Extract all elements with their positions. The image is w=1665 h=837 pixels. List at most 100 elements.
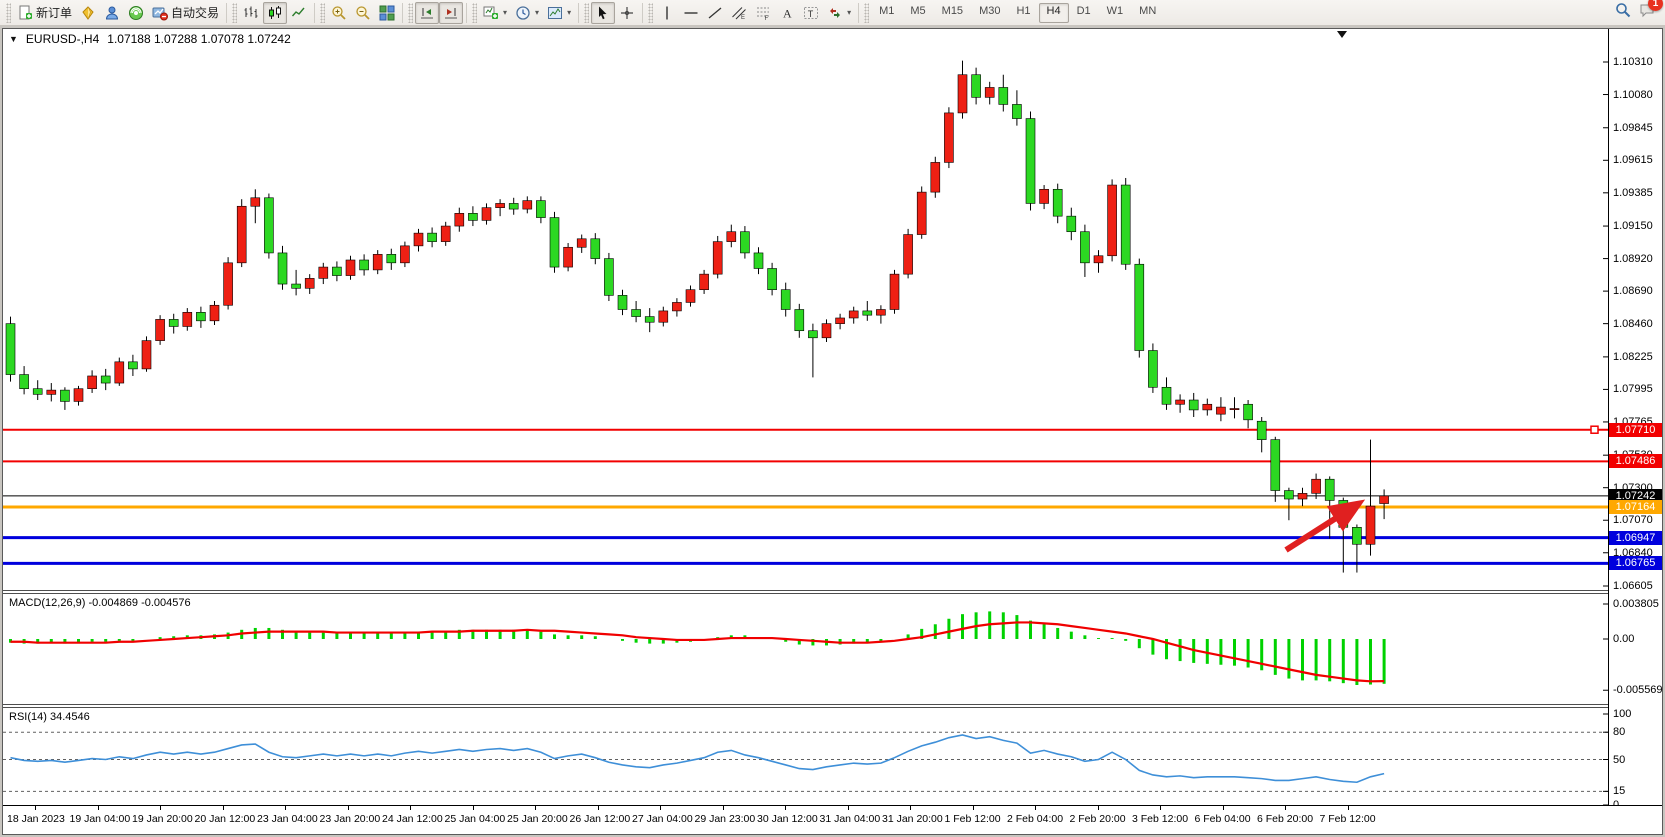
candle — [862, 301, 873, 321]
candle — [549, 211, 560, 273]
chart-menu-icon[interactable]: ▼ — [9, 34, 18, 44]
candle — [617, 289, 628, 316]
candle — [155, 315, 165, 345]
timeframe-m30-button[interactable]: M30 — [979, 4, 1001, 17]
candlestick-chart-button[interactable] — [263, 1, 288, 24]
chart-shift-icon — [419, 5, 435, 21]
candle — [1175, 394, 1185, 413]
rsi-line — [10, 734, 1385, 784]
cursor-icon — [595, 5, 611, 21]
price-axis-line — [1608, 29, 1609, 805]
zoom-out-button[interactable] — [351, 2, 375, 24]
line-chart-button[interactable] — [287, 2, 311, 24]
auto-scroll-button[interactable] — [439, 1, 464, 24]
signals-icon[interactable] — [124, 2, 148, 24]
toolbar-drag-handle[interactable] — [320, 2, 326, 23]
dropdown-caret-icon[interactable]: ▾ — [535, 8, 540, 17]
candle — [413, 228, 424, 252]
toolbar-drag-handle[interactable] — [584, 2, 590, 23]
timeframe-h4-button[interactable]: H4 — [1038, 2, 1069, 23]
new-chart-button[interactable]: ▾ — [479, 2, 511, 24]
chart-shift-marker-icon[interactable] — [1337, 31, 1347, 38]
toolbar-drag-handle[interactable] — [408, 2, 414, 23]
time-axis-label: 19 Jan 04:00 — [69, 813, 131, 825]
cursor-button[interactable] — [591, 1, 616, 24]
timeframe-h1-button[interactable]: H1 — [1016, 4, 1031, 17]
periods-button[interactable]: ▾ — [511, 2, 543, 24]
templates-button[interactable]: ▾ — [543, 2, 575, 24]
time-tick — [1097, 806, 1099, 810]
new-chart-icon — [483, 5, 499, 21]
new-order-button[interactable]: 新订单 — [13, 2, 76, 24]
candle — [1352, 524, 1362, 573]
autotrading-button[interactable]: 自动交易 — [148, 2, 223, 24]
candle — [5, 316, 16, 382]
accounts-icon[interactable] — [100, 2, 124, 24]
toolbar-drag-handle[interactable] — [232, 2, 238, 23]
dropdown-caret-icon[interactable]: ▾ — [847, 8, 852, 17]
candle — [780, 282, 791, 317]
candle — [998, 74, 1009, 112]
trendline-button[interactable] — [703, 2, 727, 24]
price-scale[interactable]: 1.10310 1.10080 1.09845 1.09615 1.09385 1.091… — [1609, 29, 1662, 811]
price-badge-1.07486: 1.07486 — [1609, 454, 1662, 469]
notifications-icon[interactable]: 1 — [1639, 0, 1663, 23]
candle — [372, 250, 383, 275]
timeframe-w1-button[interactable]: W1 — [1106, 4, 1124, 17]
line-chart-icon — [291, 5, 307, 21]
rsi-axis-label: 15 — [1613, 785, 1626, 798]
candle — [73, 385, 84, 406]
crosshair-button[interactable] — [615, 2, 639, 24]
candle — [848, 306, 859, 324]
candle — [168, 313, 179, 334]
time-axis-label: 30 Jan 12:00 — [757, 813, 818, 825]
equidistant-channel-button[interactable]: E — [727, 2, 751, 24]
search-icon[interactable] — [1615, 2, 1631, 23]
pane-separator[interactable] — [3, 590, 1662, 594]
timeframe-m15-button[interactable]: M15 — [941, 4, 964, 17]
candle — [916, 186, 927, 239]
trendline-icon — [707, 5, 723, 21]
fibonacci-button[interactable]: F — [751, 2, 775, 24]
pane-separator[interactable] — [3, 704, 1662, 708]
candle — [944, 107, 954, 169]
order-line-handle[interactable] — [1590, 425, 1599, 434]
toolbar-drag-handle[interactable] — [6, 2, 11, 23]
zoom-in-button[interactable] — [327, 2, 351, 24]
equidistant-channel-icon: E — [731, 5, 747, 21]
candle — [223, 257, 233, 310]
timeframe-m5-button[interactable]: M5 — [910, 4, 926, 17]
price-axis-label: 1.09385 — [1613, 186, 1653, 199]
timeframe-d1-button[interactable]: D1 — [1076, 4, 1091, 17]
horizontal-line-button[interactable] — [679, 2, 703, 24]
toolbar-drag-handle[interactable] — [864, 2, 870, 23]
time-axis[interactable]: 18 Jan 2023 19 Jan 04:00 19 Jan 20:00 20 Ja… — [3, 805, 1662, 834]
timeframe-m1-button[interactable]: M1 — [879, 4, 895, 17]
toolbar-drag-handle[interactable] — [472, 2, 478, 23]
dropdown-caret-icon[interactable]: ▾ — [503, 8, 508, 17]
candle — [1284, 487, 1294, 521]
macd-indicator-label: MACD(12,26,9) -0.004869 -0.004576 — [9, 597, 191, 609]
toolbar-drag-handle[interactable] — [648, 2, 654, 23]
market-watch-icon[interactable] — [76, 2, 100, 24]
arrows-button[interactable]: ▾ — [823, 2, 855, 24]
text-label-button[interactable]: T — [799, 2, 823, 24]
bar-chart-button[interactable] — [239, 2, 263, 24]
candle — [1039, 185, 1049, 210]
time-axis-label: 25 Jan 20:00 — [507, 813, 568, 825]
toolbar-separator — [466, 2, 468, 23]
timeframe-mn-button[interactable]: MN — [1139, 4, 1157, 17]
market-watch-icon-icon — [80, 5, 96, 21]
candle — [128, 354, 138, 376]
annotation-arrow[interactable] — [1284, 499, 1366, 553]
candle — [1093, 250, 1104, 273]
dropdown-caret-icon[interactable]: ▾ — [567, 8, 572, 17]
tile-windows-button[interactable] — [375, 2, 399, 24]
text-button[interactable]: A — [775, 2, 799, 24]
price-axis-label: 1.07070 — [1613, 514, 1653, 527]
candle — [536, 196, 546, 224]
price-axis-label: 1.06605 — [1613, 579, 1653, 592]
chart-shift-button[interactable] — [415, 1, 440, 24]
vertical-line-button[interactable] — [655, 2, 679, 24]
time-tick — [1285, 806, 1286, 810]
